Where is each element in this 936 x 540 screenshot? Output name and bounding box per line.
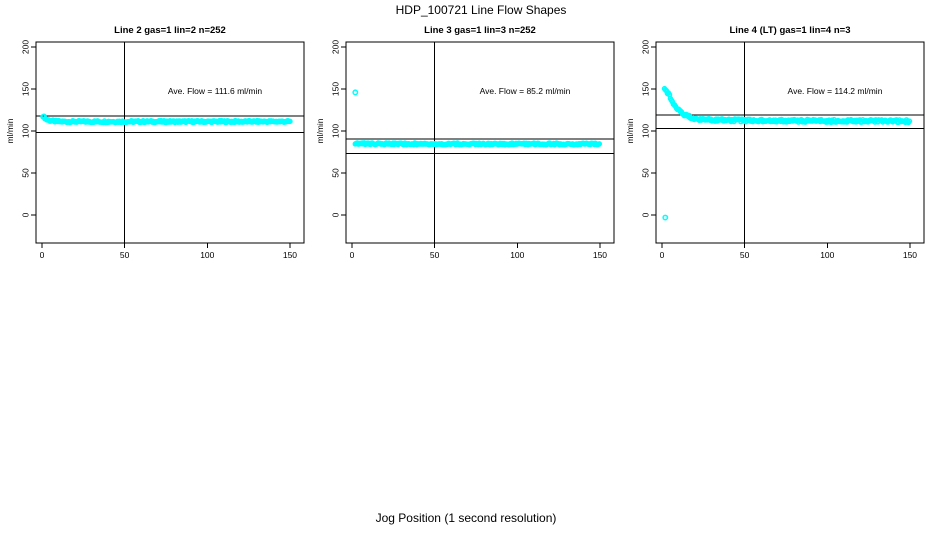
outlier-point — [662, 214, 669, 221]
x-tick-label: 50 — [120, 250, 130, 260]
x-tick-label: 100 — [820, 250, 834, 260]
plot-box — [345, 41, 615, 244]
y-tick-label: 0 — [330, 212, 340, 217]
plot1-title: Line 2 gas=1 lin=2 n=252 — [114, 25, 226, 36]
y-tick-label: 100 — [330, 124, 340, 138]
plot3-ave-flow-annotation: Ave. Flow = 114.2 ml/min — [787, 86, 883, 96]
data-point — [287, 118, 293, 125]
x-tick-label: 150 — [593, 250, 607, 260]
plot3-y-axis-label: ml/min — [625, 118, 635, 144]
plot3-title: Line 4 (LT) gas=1 lin=4 n=3 — [729, 25, 851, 36]
x-tick-label: 150 — [903, 250, 917, 260]
figure-x-axis-label: Jog Position (1 second resolution) — [375, 511, 557, 525]
y-tick-label: 200 — [330, 40, 340, 54]
data-point — [596, 141, 603, 147]
plot-box — [35, 41, 305, 244]
y-tick-label: 50 — [20, 168, 30, 178]
y-tick-label: 0 — [20, 212, 30, 217]
x-tick-label: 0 — [40, 250, 45, 260]
y-tick-label: 50 — [330, 168, 340, 178]
y-tick-label: 100 — [20, 124, 30, 138]
plot2-title: Line 3 gas=1 lin=3 n=252 — [424, 25, 536, 36]
figure-title: HDP_100721 Line Flow Shapes — [395, 3, 567, 17]
plot2-ave-flow-annotation: Ave. Flow = 85.2 ml/min — [479, 86, 571, 96]
data-point — [906, 118, 913, 124]
plot-box — [655, 41, 925, 244]
x-tick-label: 150 — [283, 250, 297, 260]
y-tick-label: 200 — [640, 40, 650, 54]
plot2-y-axis-label: ml/min — [315, 118, 325, 144]
y-tick-label: 200 — [20, 40, 30, 54]
x-tick-label: 50 — [430, 250, 440, 260]
plot1-ave-flow-annotation: Ave. Flow = 111.6 ml/min — [167, 86, 263, 96]
y-tick-label: 50 — [640, 168, 650, 178]
x-tick-label: 100 — [510, 250, 524, 260]
plot1-y-axis-label: ml/min — [5, 118, 15, 144]
x-tick-label: 0 — [660, 250, 665, 260]
y-tick-label: 150 — [640, 82, 650, 96]
y-tick-label: 100 — [640, 124, 650, 138]
outlier-point — [352, 89, 359, 96]
y-tick-label: 150 — [20, 82, 30, 96]
y-tick-label: 0 — [640, 212, 650, 217]
y-tick-label: 150 — [330, 82, 340, 96]
x-tick-label: 0 — [350, 250, 355, 260]
x-tick-label: 100 — [200, 250, 214, 260]
x-tick-label: 50 — [740, 250, 750, 260]
